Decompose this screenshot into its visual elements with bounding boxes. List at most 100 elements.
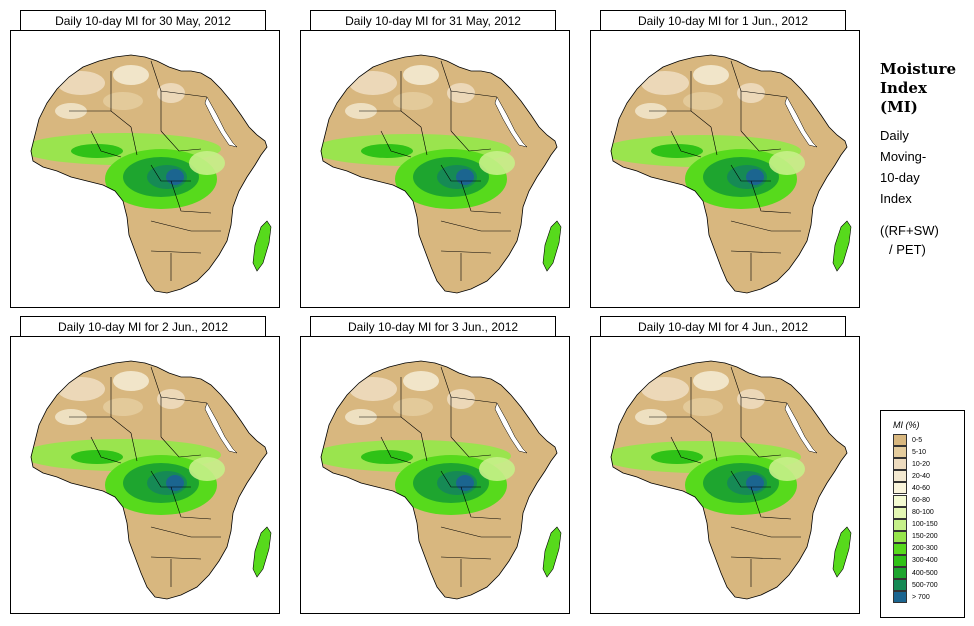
- legend-swatch: [893, 458, 907, 471]
- panel-title: Daily 10-day MI for 4 Jun., 2012: [600, 316, 846, 338]
- coastline: [320, 360, 558, 600]
- country-border: [730, 220, 801, 232]
- red-sea: [784, 402, 818, 454]
- legend-swatch: [893, 482, 907, 495]
- legend-swatch: [893, 506, 907, 519]
- legend-item: 150-200: [893, 530, 964, 543]
- wet-belt: [769, 151, 805, 175]
- sahara-patch: [693, 65, 729, 85]
- wet-belt: [71, 450, 123, 464]
- legend-swatch: [893, 579, 907, 592]
- country-border: [160, 436, 202, 458]
- legend-item: 400-500: [893, 567, 964, 580]
- red-sea: [204, 402, 238, 454]
- map-panel-3: Daily 10-day MI for 1 Jun., 2012: [590, 10, 860, 308]
- red-sea: [494, 402, 528, 454]
- country-border: [440, 556, 492, 560]
- country-border: [750, 486, 792, 520]
- legend-swatch: [893, 470, 907, 483]
- sahara-patch: [737, 389, 765, 409]
- country-border: [750, 180, 792, 214]
- africa-map: [30, 54, 272, 294]
- legend-swatch: [893, 530, 907, 543]
- index-formula: ((RF+SW) / PET): [880, 223, 939, 257]
- wet-belt: [361, 450, 413, 464]
- panel-title: Daily 10-day MI for 2 Jun., 2012: [20, 316, 266, 338]
- wet-belt: [479, 457, 515, 481]
- legend-swatch: [893, 591, 907, 604]
- legend-label: 0-5: [912, 436, 923, 444]
- sahara-patch: [393, 92, 433, 110]
- sahara-patch: [113, 371, 149, 391]
- legend-swatch: [893, 554, 907, 567]
- wet-belt: [651, 450, 703, 464]
- country-border: [440, 220, 511, 232]
- country-border: [130, 126, 138, 156]
- legend-label: 200-300: [912, 545, 938, 553]
- country-border: [730, 470, 771, 488]
- country-border: [130, 432, 138, 462]
- map-panel-2: Daily 10-day MI for 31 May, 2012: [300, 10, 570, 308]
- wet-belt: [189, 457, 225, 481]
- country-border: [440, 250, 492, 254]
- sahara-patch: [113, 65, 149, 85]
- coastline: [610, 54, 848, 294]
- map-panel-1: Daily 10-day MI for 30 May, 2012: [10, 10, 280, 308]
- sahara-patch: [103, 398, 143, 416]
- map-frame: [590, 30, 860, 308]
- wet-core: [746, 169, 764, 185]
- sahara-patch: [737, 83, 765, 103]
- country-border: [150, 220, 221, 232]
- country-border: [150, 250, 202, 254]
- panel-title: Daily 10-day MI for 31 May, 2012: [310, 10, 556, 32]
- legend-item: 80-100: [893, 506, 964, 519]
- country-border: [150, 526, 221, 538]
- sahara-patch: [447, 389, 475, 409]
- map-frame: [590, 336, 860, 614]
- panel-title: Daily 10-day MI for 1 Jun., 2012: [600, 10, 846, 32]
- map-panel-4: Daily 10-day MI for 2 Jun., 2012: [10, 316, 280, 614]
- country-border: [730, 250, 782, 254]
- coastline: [30, 54, 268, 294]
- map-frame: [10, 30, 280, 308]
- country-border: [460, 486, 502, 520]
- country-border: [450, 436, 492, 458]
- country-border: [440, 164, 481, 182]
- sahara-patch: [157, 389, 185, 409]
- legend-item: 0-5: [893, 434, 964, 447]
- sahara-patch: [157, 83, 185, 103]
- africa-map: [320, 360, 562, 600]
- madagascar: [832, 220, 852, 272]
- legend-swatch: [893, 518, 907, 531]
- coastline: [30, 360, 268, 600]
- wet-core: [456, 169, 474, 185]
- legend-label: 20-40: [912, 472, 930, 480]
- color-legend: MI (%) 0-5 5-10 10-20 20-40 40-60 60-80 80-100…: [880, 410, 965, 618]
- country-border: [730, 164, 771, 182]
- wet-core: [746, 475, 764, 491]
- country-border: [440, 470, 481, 488]
- country-border: [170, 180, 212, 214]
- wet-belt: [189, 151, 225, 175]
- country-border: [450, 90, 498, 98]
- country-border: [460, 180, 502, 214]
- panel-title: Daily 10-day MI for 3 Jun., 2012: [310, 316, 556, 338]
- sahara-patch: [403, 371, 439, 391]
- country-border: [160, 396, 208, 404]
- legend-label: 500-700: [912, 581, 938, 589]
- country-border: [740, 436, 782, 458]
- country-border: [170, 486, 212, 520]
- country-border: [670, 130, 702, 158]
- map-frame: [300, 30, 570, 308]
- legend-label: 150-200: [912, 533, 938, 541]
- red-sea: [784, 96, 818, 148]
- legend-label: 60-80: [912, 497, 930, 505]
- madagascar: [252, 526, 272, 578]
- madagascar: [542, 526, 562, 578]
- country-border: [380, 130, 412, 158]
- legend-label: 5-10: [912, 448, 927, 456]
- index-subtitle: Daily Moving- 10-day Index: [880, 128, 927, 206]
- sahara-patch: [349, 377, 397, 401]
- sahara-patch: [693, 371, 729, 391]
- legend-swatch: [893, 434, 907, 447]
